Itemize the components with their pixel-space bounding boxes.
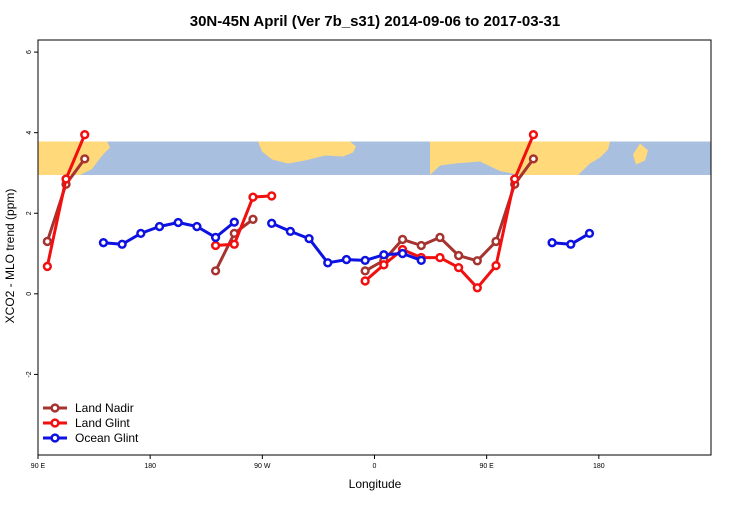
y-axis-title: XCO2 - MLO trend (ppm)	[3, 189, 17, 324]
x-tick-label: 90 E	[479, 463, 494, 470]
data-point-ocean-glint	[173, 217, 183, 228]
data-point-land-glint	[229, 239, 239, 249]
data-point-land-nadir	[435, 232, 445, 243]
series-line-land-glint	[215, 194, 272, 247]
data-point-land-nadir	[491, 236, 501, 247]
legend-item-land-nadir: Land Nadir	[43, 401, 134, 415]
data-point-land-glint	[210, 240, 221, 251]
data-point-land-nadir	[397, 234, 408, 245]
data-point-land-glint	[42, 261, 52, 272]
data-point-land-nadir	[42, 236, 52, 247]
series-line-land-glint	[364, 134, 535, 290]
data-point-land-glint	[528, 130, 539, 140]
data-point-ocean-glint	[192, 221, 202, 232]
map-land-1	[258, 141, 356, 164]
legend-marker	[50, 418, 60, 428]
data-point-land-glint	[453, 262, 464, 273]
data-point-land-nadir	[472, 256, 482, 266]
data-point-ocean-glint	[397, 248, 408, 259]
data-point-land-glint	[80, 130, 90, 140]
data-point-land-nadir	[210, 266, 221, 276]
data-point-ocean-glint	[154, 221, 165, 232]
legend-label: Land Nadir	[75, 401, 134, 415]
data-point-land-nadir	[416, 240, 426, 251]
y-tick-label: -2	[26, 371, 33, 377]
data-point-land-glint	[379, 260, 389, 270]
data-point-land-glint	[491, 260, 501, 271]
data-point-land-glint	[472, 283, 482, 293]
legend-marker	[50, 433, 60, 443]
data-point-ocean-glint	[584, 228, 595, 239]
data-point-ocean-glint	[98, 238, 109, 248]
data-point-land-glint	[435, 252, 445, 263]
data-point-ocean-glint	[341, 254, 352, 265]
x-tick-label: 90 W	[254, 463, 271, 470]
data-point-land-glint	[61, 174, 71, 184]
data-point-land-nadir	[80, 154, 90, 164]
x-tick-label: 90 E	[31, 463, 46, 470]
x-axis-title: Longitude	[349, 477, 402, 491]
legend-item-ocean-glint: Ocean Glint	[43, 431, 139, 445]
data-point-land-glint	[360, 276, 370, 286]
data-point-ocean-glint	[547, 238, 557, 248]
y-tick-label: 4	[26, 131, 33, 135]
series-layer	[42, 130, 595, 293]
y-tick-label: 0	[26, 292, 33, 296]
data-point-ocean-glint	[323, 258, 333, 268]
data-point-ocean-glint	[210, 232, 221, 243]
legend-label: Ocean Glint	[75, 431, 139, 445]
data-point-ocean-glint	[360, 255, 370, 266]
data-point-land-glint	[267, 191, 277, 201]
data-point-ocean-glint	[285, 226, 296, 237]
x-axis: 90 E 180 90 W 0 90 E 180	[31, 455, 605, 470]
series-land-nadir	[42, 154, 539, 276]
data-point-ocean-glint	[416, 255, 426, 266]
data-point-land-glint	[248, 192, 258, 202]
y-tick-label: 6	[26, 50, 33, 54]
y-axis: -2 0 2 4 6	[26, 50, 38, 378]
data-point-ocean-glint	[136, 228, 146, 239]
map-land-3	[633, 143, 648, 165]
map-land-2	[430, 141, 610, 175]
legend-marker	[50, 403, 60, 413]
data-point-land-nadir	[453, 250, 464, 261]
x-tick-label: 180	[144, 463, 156, 470]
series-ocean-glint	[98, 217, 595, 268]
data-point-land-nadir	[528, 154, 539, 164]
legend-item-land-glint: Land Glint	[43, 416, 130, 430]
world-map-band	[38, 141, 711, 175]
data-point-land-nadir	[248, 214, 258, 224]
data-point-ocean-glint	[267, 218, 277, 228]
data-point-land-glint	[510, 174, 520, 184]
map-ocean	[38, 141, 711, 175]
data-point-ocean-glint	[229, 217, 239, 227]
legend-label: Land Glint	[75, 416, 130, 430]
y-tick-label: 2	[26, 211, 33, 215]
data-point-land-nadir	[360, 266, 370, 276]
data-point-ocean-glint	[379, 250, 389, 260]
series-line-land-nadir	[364, 158, 535, 273]
data-point-ocean-glint	[566, 239, 576, 249]
x-tick-label: 180	[593, 463, 605, 470]
x-tick-label: 0	[373, 463, 377, 470]
data-point-ocean-glint	[304, 233, 314, 244]
chart-title: 30N-45N April (Ver 7b_s31) 2014-09-06 to…	[190, 13, 560, 30]
data-point-ocean-glint	[117, 239, 127, 249]
